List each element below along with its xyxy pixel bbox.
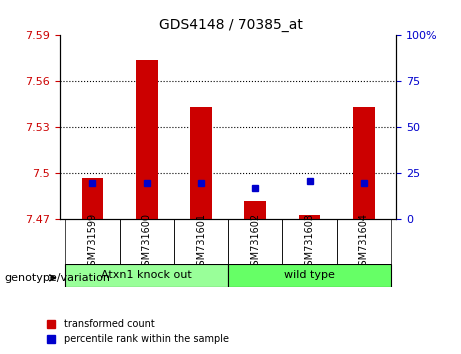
Bar [65, 219, 120, 266]
Bar [190, 108, 212, 219]
Bar [337, 219, 391, 266]
Text: wild type: wild type [284, 270, 335, 280]
Text: GSM731602: GSM731602 [250, 213, 260, 272]
Bar [136, 60, 158, 219]
Text: genotype/variation: genotype/variation [5, 273, 111, 283]
Text: GSM731603: GSM731603 [305, 213, 314, 272]
Bar [82, 178, 103, 219]
Bar [353, 108, 375, 219]
Bar [299, 215, 320, 219]
Legend: transformed count, percentile rank within the sample: transformed count, percentile rank withi… [42, 315, 234, 349]
Text: GDS4148 / 70385_at: GDS4148 / 70385_at [159, 18, 302, 32]
Bar [244, 201, 266, 219]
Bar [65, 264, 228, 287]
Bar [174, 219, 228, 266]
Text: Atxn1 knock out: Atxn1 knock out [101, 270, 192, 280]
Bar [228, 264, 391, 287]
Bar [228, 219, 283, 266]
Text: GSM731600: GSM731600 [142, 213, 152, 272]
Bar [120, 219, 174, 266]
Text: GSM731599: GSM731599 [88, 213, 97, 272]
Bar [283, 219, 337, 266]
Text: GSM731604: GSM731604 [359, 213, 369, 272]
Text: GSM731601: GSM731601 [196, 213, 206, 272]
